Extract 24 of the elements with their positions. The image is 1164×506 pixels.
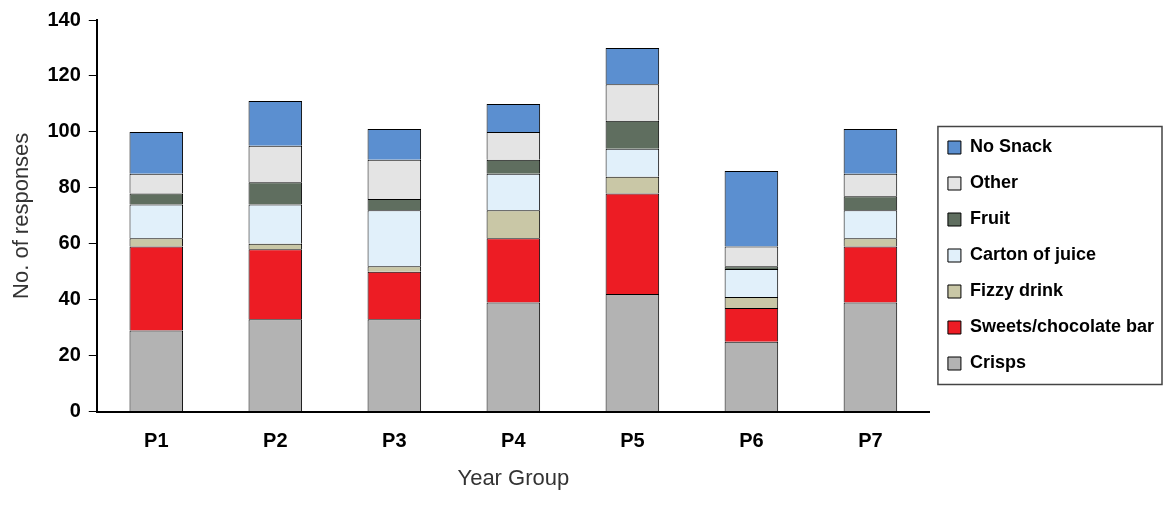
x-tick-label: P1 [144, 429, 169, 452]
y-tick-label: 20 [58, 343, 81, 366]
y-axis-title: No. of responses [8, 132, 34, 299]
y-tick-label: 60 [58, 231, 81, 254]
x-axis-title: Year Group [457, 464, 570, 490]
legend-label: Carton of juice [969, 244, 1096, 265]
y-tick-label: 0 [69, 399, 81, 422]
legend-label: Other [969, 172, 1018, 193]
y-tick-label: 40 [58, 287, 81, 310]
y-tick-label: 120 [47, 63, 81, 86]
y-tick-label: 80 [58, 175, 81, 198]
y-tick-label: 140 [47, 7, 81, 30]
legend-label: Crisps [969, 352, 1026, 373]
x-tick-label: P7 [858, 429, 883, 452]
x-tick-label: P3 [382, 429, 407, 452]
x-tick-label: P5 [620, 429, 645, 452]
legend-label: Sweets/chocolate bar [969, 316, 1155, 337]
x-tick-label: P2 [263, 429, 288, 452]
x-tick-label: P6 [739, 429, 764, 452]
legend-label: Fizzy drink [969, 280, 1064, 301]
x-tick-label: P4 [501, 429, 527, 452]
legend-label: No Snack [969, 136, 1053, 157]
y-tick-label: 100 [47, 119, 81, 142]
legend-label: Fruit [969, 208, 1010, 229]
